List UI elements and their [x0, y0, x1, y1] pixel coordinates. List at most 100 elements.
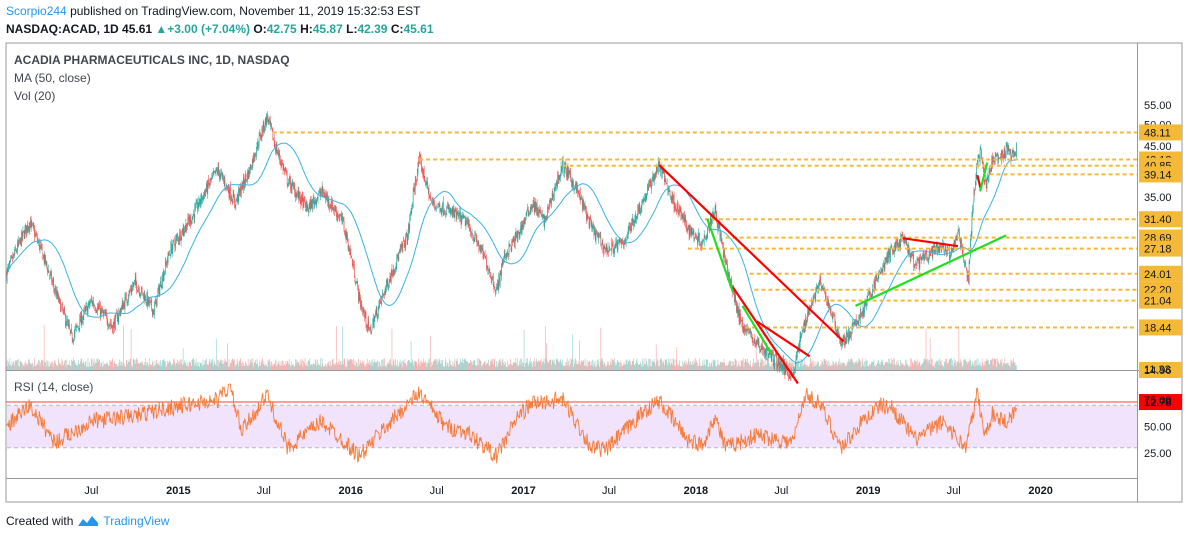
candle-body	[902, 234, 904, 239]
volume-bar	[160, 366, 162, 370]
trendline-red[interactable]	[976, 174, 982, 189]
trendline-green[interactable]	[979, 162, 989, 192]
volume-bar	[974, 359, 976, 370]
candlesticks	[6, 111, 1017, 382]
candle-body	[450, 208, 452, 212]
candle-body	[828, 302, 830, 309]
candle-body	[735, 293, 736, 303]
candle-body	[374, 315, 376, 319]
candle-body	[516, 234, 517, 238]
volume-bar	[624, 364, 626, 370]
trendline-red[interactable]	[731, 286, 799, 385]
volume-bar	[527, 365, 529, 370]
volume-bar	[924, 359, 925, 370]
time-axis[interactable]: Jul 2015 Jul 2016 Jul 2017 Jul 2018 Jul 2019 Jul 20…	[84, 485, 1052, 497]
volume-bar	[990, 360, 992, 370]
price-axis[interactable]: 55.0050.0045.0035.0048.1142.1240.8539.14…	[1139, 100, 1182, 460]
volume-bar	[522, 362, 524, 370]
volume-bar	[536, 358, 537, 370]
candle-body	[434, 202, 435, 205]
volume-bar	[534, 358, 535, 370]
volume-bar	[80, 358, 82, 370]
candle-body	[238, 188, 239, 202]
volume-bar	[6, 361, 7, 370]
volume-bar	[209, 358, 211, 370]
volume-bar	[959, 359, 961, 370]
volume-bar	[920, 366, 921, 370]
volume-bar	[197, 365, 199, 370]
candle-body	[198, 197, 200, 206]
candle-body	[278, 152, 280, 156]
candle-body	[863, 307, 865, 315]
candle-body	[954, 242, 956, 245]
moving-average	[6, 142, 1017, 364]
volume-bar	[746, 358, 748, 370]
volume-bar	[764, 360, 766, 370]
volume-bar	[689, 364, 691, 370]
volume-bar	[151, 362, 153, 370]
candle-body	[356, 282, 358, 284]
volume-bar	[538, 360, 539, 370]
volume-bar	[355, 365, 357, 370]
candle-body	[331, 200, 332, 210]
footer: Created with TradingView	[6, 514, 169, 528]
volume-bar	[699, 358, 700, 370]
volume-bar	[766, 358, 768, 370]
candle-body	[17, 242, 19, 245]
candle-body	[625, 237, 626, 244]
trendline-green[interactable]	[706, 218, 734, 292]
candle-body	[953, 245, 954, 250]
candle-body	[95, 309, 97, 312]
trendline-green[interactable]	[741, 305, 773, 355]
trendline-green[interactable]	[855, 234, 1007, 307]
trendline-red[interactable]	[902, 237, 959, 248]
candle-body	[82, 316, 84, 321]
volume-bar	[505, 366, 507, 370]
volume-bar	[418, 363, 420, 370]
trendline-red[interactable]	[756, 320, 811, 358]
author-name[interactable]: Scorpio244	[6, 4, 67, 18]
candle-body	[475, 235, 477, 241]
volume-bar	[1000, 361, 1002, 370]
volume-bar	[1009, 365, 1010, 370]
candle-body	[777, 357, 779, 367]
candle-body	[531, 206, 532, 208]
trendline-red[interactable]	[658, 164, 845, 343]
candle-body	[1013, 150, 1014, 158]
volume-bar	[10, 366, 12, 370]
volume-bar	[845, 364, 847, 370]
candle-body	[515, 232, 517, 237]
volume-bar	[238, 361, 240, 370]
volume-bar	[251, 358, 252, 370]
candle-body	[484, 254, 486, 259]
candle-body	[45, 260, 47, 262]
candle-body	[165, 261, 166, 274]
volume-bar	[949, 359, 951, 370]
candle-body	[410, 212, 411, 216]
candle-body	[717, 223, 719, 230]
candle-body	[710, 215, 712, 224]
volume-bar	[51, 362, 53, 370]
volume-bar	[370, 362, 372, 370]
volume-bar	[623, 364, 624, 370]
volume-bar	[340, 365, 342, 370]
candle-body	[875, 280, 876, 291]
volume-bar	[673, 359, 675, 370]
volume-bar	[346, 366, 348, 370]
volume-bar	[198, 361, 200, 370]
volume-bar	[488, 366, 490, 370]
candle-body	[833, 314, 834, 315]
volume-bar	[579, 364, 581, 370]
candle-body	[608, 251, 609, 254]
candle-body	[141, 287, 142, 294]
candle-body	[991, 156, 993, 168]
candle-body	[332, 207, 334, 210]
candle-body	[448, 207, 450, 210]
tradingview-brand[interactable]: TradingView	[103, 514, 170, 528]
volume-bar	[505, 363, 506, 370]
candle-body	[975, 184, 976, 190]
candle-body	[823, 288, 825, 289]
candle-body	[1005, 146, 1007, 155]
volume-bar	[474, 360, 476, 370]
